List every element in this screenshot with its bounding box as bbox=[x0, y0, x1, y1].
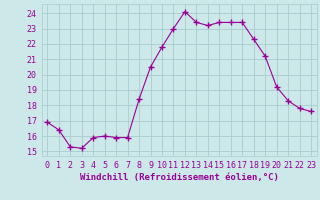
X-axis label: Windchill (Refroidissement éolien,°C): Windchill (Refroidissement éolien,°C) bbox=[80, 173, 279, 182]
